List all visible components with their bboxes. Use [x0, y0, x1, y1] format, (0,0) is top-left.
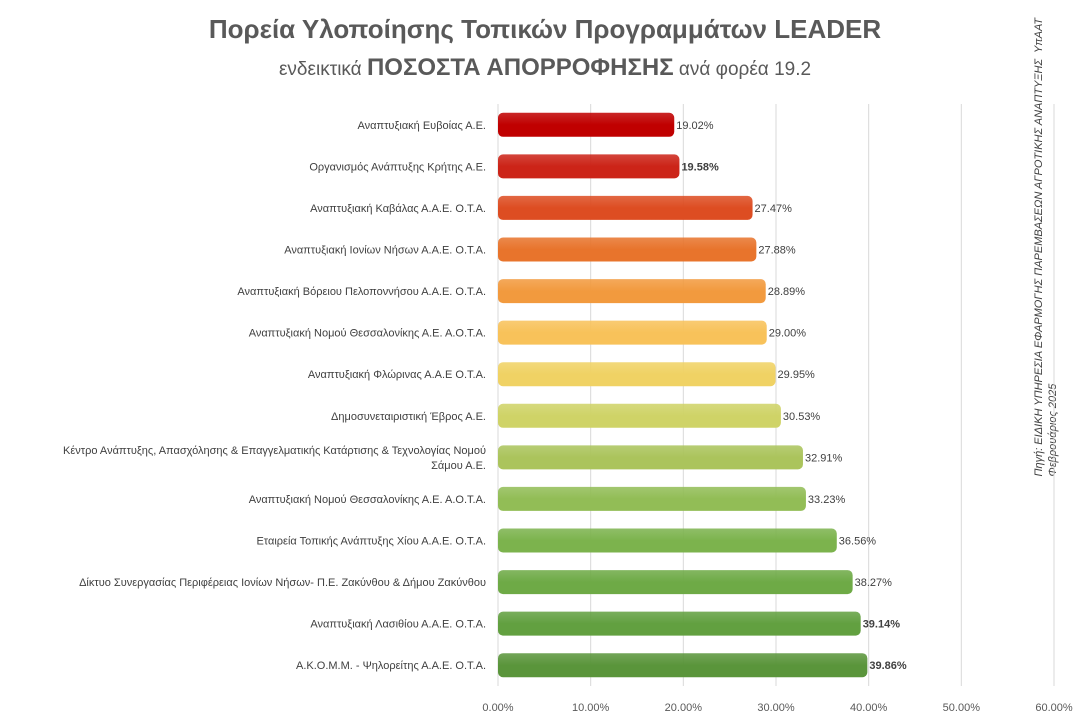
value-label: 27.88% — [758, 245, 796, 257]
category-label: Δημοσυνεταιριστική Έβρος Α.Ε. — [331, 411, 486, 423]
bar — [498, 362, 776, 387]
chart-title: Πορεία Υλοποίησης Τοπικών Προγραμμάτων L… — [208, 14, 882, 44]
bar — [498, 445, 803, 470]
category-label: Α.Κ.Ο.Μ.Μ. - Ψηλορείτης Α.Α.Ε. Ο.Τ.Α. — [296, 660, 486, 672]
bar — [498, 653, 868, 678]
bar — [498, 403, 781, 428]
category-label: Αναπτυξιακή Νομού Θεσσαλονίκης Α.Ε. Α.Ο.… — [249, 494, 486, 506]
value-label: 19.02% — [676, 120, 714, 132]
value-label: 33.23% — [808, 494, 846, 506]
bar — [498, 320, 767, 345]
category-label: Κέντρο Ανάπτυξης, Απασχόλησης & Επαγγελμ… — [63, 445, 486, 457]
value-label: 39.14% — [863, 619, 901, 631]
x-tick-label: 60.00% — [1035, 702, 1073, 714]
category-label: Αναπτυξιακή Βόρειου Πελοποννήσου Α.Α.Ε. … — [237, 286, 486, 298]
value-label: 19.58% — [681, 161, 719, 173]
chart-subtitle: ενδεικτικά ΠΟΣΟΣΤΑ ΑΠΟΡΡΟΦΗΣΗΣ ανά φορέα… — [0, 54, 1090, 82]
value-label: 29.95% — [778, 369, 816, 381]
bar — [498, 486, 806, 511]
subtitle-suffix: ανά φορέα 19.2 — [673, 59, 812, 80]
bar — [498, 237, 757, 262]
grid-lines — [497, 104, 1055, 686]
category-label: Εταιρεία Τοπικής Ανάπτυξης Χίου Α.Α.Ε. Ο… — [256, 536, 486, 548]
category-label: Αναπτυξιακή Καβάλας Α.Α.Ε. Ο.Τ.Α. — [310, 203, 486, 215]
value-label: 29.00% — [769, 328, 807, 340]
bar — [498, 195, 753, 220]
x-tick-label: 30.00% — [757, 702, 795, 714]
bar — [498, 570, 853, 595]
category-label: Αναπτυξιακή Λασιθίου Α.Α.Ε. Ο.Τ.Α. — [310, 619, 486, 631]
value-label: 39.86% — [869, 660, 907, 672]
bar — [498, 528, 837, 553]
subtitle-emphasis: ΠΟΣΟΣΤΑ ΑΠΟΡΡΟΦΗΣΗΣ — [366, 54, 674, 81]
category-label: Αναπτυξιακή Ευβοίας Α.Ε. — [358, 120, 487, 132]
bar — [498, 279, 766, 304]
x-axis-ticks: 0.00% 10.00% 20.00% 30.00% 40.00% 50.00% 60.00… — [482, 702, 1072, 714]
value-label: 30.53% — [783, 411, 821, 423]
category-label: Σάμου Α.Ε. — [431, 460, 486, 472]
x-tick-label: 20.00% — [665, 702, 703, 714]
x-tick-label: 10.00% — [572, 702, 610, 714]
category-label: Αναπτυξιακή Νομού Θεσσαλονίκης Α.Ε. Α.Ο.… — [249, 328, 486, 340]
value-label: 36.56% — [839, 536, 877, 548]
value-labels: 19.02% 19.58% 27.47% 27.88% 28.89% 29.00% 29.9… — [676, 120, 907, 672]
category-labels: Αναπτυξιακή Ευβοίας Α.Ε. Οργανισμός Ανάπτ… — [63, 120, 486, 672]
bar — [498, 611, 861, 636]
category-label: Οργανισμός Ανάπτυξης Κρήτης Α.Ε. — [309, 161, 486, 173]
bar — [498, 154, 680, 179]
value-label: 32.91% — [805, 452, 843, 464]
bars — [498, 112, 868, 678]
bar — [498, 112, 675, 137]
value-label: 27.47% — [755, 203, 793, 215]
category-label: Αναπτυξιακή Ιονίων Νήσων Α.Α.Ε. Ο.Τ.Α. — [284, 245, 486, 257]
value-label: 28.89% — [768, 286, 806, 298]
category-label: Αναπτυξιακή Φλώρινας Α.Α.Ε Ο.Τ.Α. — [308, 369, 486, 381]
value-label: 38.27% — [855, 577, 893, 589]
x-tick-label: 50.00% — [943, 702, 981, 714]
subtitle-prefix: ενδεικτικά — [278, 59, 367, 80]
x-tick-label: 0.00% — [482, 702, 513, 714]
x-tick-label: 40.00% — [850, 702, 888, 714]
category-label: Δίκτυο Συνεργασίας Περιφέρειας Ιονίων Νή… — [79, 577, 486, 589]
